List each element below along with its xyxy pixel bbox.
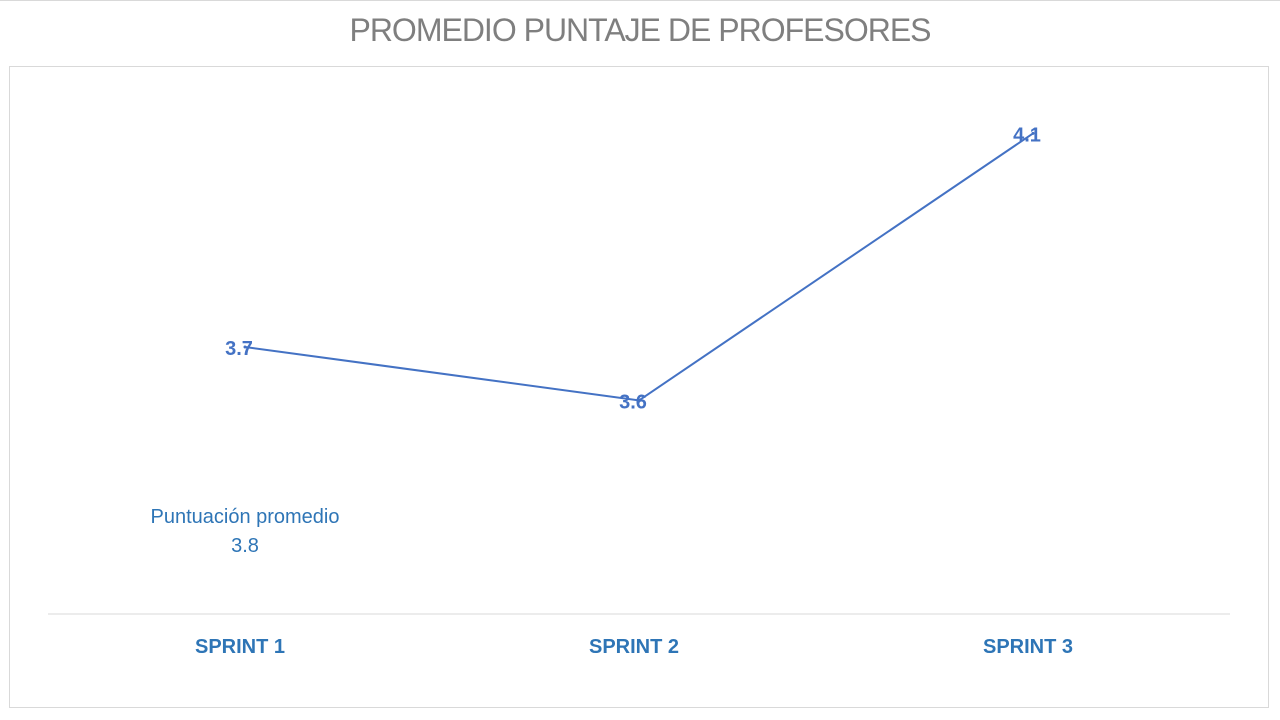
data-point — [637, 398, 641, 402]
data-label: 4.1 — [1013, 124, 1041, 146]
x-tick-label: SPRINT 1 — [195, 636, 285, 658]
average-annotation-value: 3.8 — [231, 535, 259, 557]
plot-frame — [9, 66, 1269, 708]
top-divider — [0, 0, 1280, 1]
average-annotation: Puntuación promedio 3.8 — [120, 503, 370, 561]
data-label: 3.6 — [619, 391, 647, 413]
data-label: 3.7 — [225, 338, 253, 360]
x-tick-label: SPRINT 2 — [589, 636, 679, 658]
data-point — [1031, 131, 1035, 135]
data-point — [243, 345, 247, 349]
x-tick-label: SPRINT 3 — [983, 636, 1073, 658]
chart-title: PROMEDIO PUNTAJE DE PROFESORES — [349, 12, 931, 48]
average-annotation-label: Puntuación promedio — [150, 506, 340, 528]
series-line — [244, 132, 1034, 402]
